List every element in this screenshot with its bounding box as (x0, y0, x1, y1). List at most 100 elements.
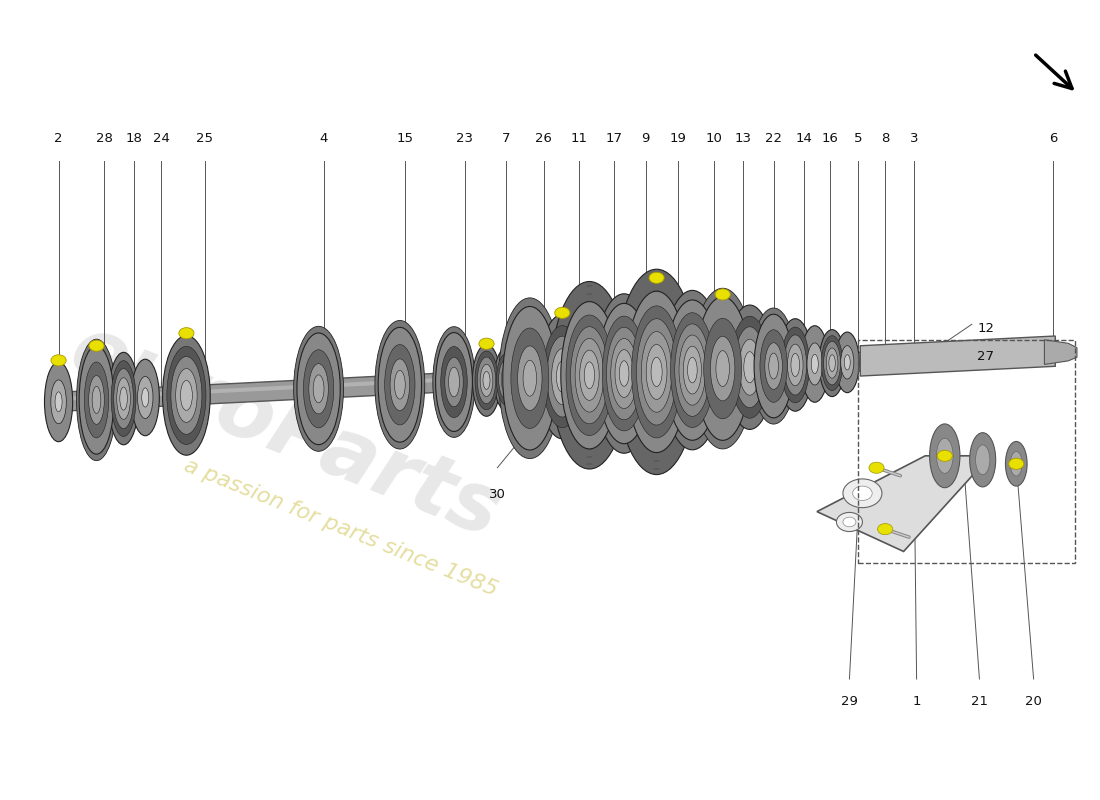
Ellipse shape (778, 318, 813, 411)
Ellipse shape (51, 380, 66, 424)
Text: euroParts: euroParts (59, 309, 513, 555)
Text: 24: 24 (153, 132, 169, 145)
Ellipse shape (704, 318, 741, 419)
Ellipse shape (688, 358, 697, 383)
Ellipse shape (616, 270, 697, 474)
Ellipse shape (575, 338, 604, 412)
Ellipse shape (726, 305, 773, 430)
Text: 19: 19 (670, 132, 686, 145)
Ellipse shape (113, 369, 133, 429)
Ellipse shape (304, 350, 333, 428)
Text: 3: 3 (910, 132, 918, 145)
Ellipse shape (55, 392, 62, 412)
Ellipse shape (120, 387, 128, 410)
Ellipse shape (594, 294, 654, 454)
Ellipse shape (395, 370, 405, 399)
Ellipse shape (542, 326, 582, 427)
Ellipse shape (109, 352, 139, 445)
Text: 12: 12 (977, 322, 994, 334)
Ellipse shape (503, 306, 557, 450)
Ellipse shape (829, 354, 835, 371)
Circle shape (852, 486, 872, 501)
Ellipse shape (561, 302, 618, 449)
Ellipse shape (444, 358, 463, 406)
Ellipse shape (170, 357, 202, 434)
Ellipse shape (835, 332, 859, 393)
Text: 18: 18 (126, 132, 143, 145)
Text: 10: 10 (705, 132, 723, 145)
Ellipse shape (603, 316, 646, 431)
Text: 4: 4 (320, 132, 328, 145)
Ellipse shape (788, 344, 803, 386)
Ellipse shape (692, 288, 754, 449)
Text: 5: 5 (854, 132, 862, 145)
Ellipse shape (970, 433, 996, 487)
Ellipse shape (176, 369, 197, 422)
Ellipse shape (547, 336, 578, 417)
Ellipse shape (571, 326, 608, 424)
Ellipse shape (580, 350, 600, 400)
Ellipse shape (781, 327, 810, 403)
Text: 2: 2 (54, 132, 63, 145)
Text: 9: 9 (641, 132, 650, 145)
Ellipse shape (551, 349, 573, 405)
Ellipse shape (711, 336, 735, 401)
Text: 16: 16 (822, 132, 838, 145)
Ellipse shape (378, 327, 421, 442)
Ellipse shape (751, 308, 796, 424)
Ellipse shape (631, 306, 682, 438)
Ellipse shape (449, 367, 460, 397)
Ellipse shape (111, 361, 136, 437)
Ellipse shape (744, 352, 756, 382)
Ellipse shape (801, 326, 829, 402)
Ellipse shape (641, 331, 672, 412)
Ellipse shape (441, 346, 468, 418)
Ellipse shape (314, 375, 324, 402)
Ellipse shape (475, 351, 498, 410)
Ellipse shape (309, 364, 328, 414)
Ellipse shape (432, 326, 475, 438)
Circle shape (554, 307, 570, 318)
Ellipse shape (637, 318, 676, 425)
Ellipse shape (77, 339, 117, 461)
Ellipse shape (472, 345, 500, 416)
Ellipse shape (662, 290, 723, 450)
Ellipse shape (142, 388, 148, 407)
Ellipse shape (840, 346, 854, 379)
Polygon shape (1044, 340, 1077, 365)
Bar (858, 340, 1075, 563)
Polygon shape (53, 342, 1055, 412)
Circle shape (51, 354, 66, 366)
Ellipse shape (79, 346, 113, 454)
Ellipse shape (385, 345, 415, 425)
Text: 27: 27 (977, 350, 994, 362)
Ellipse shape (930, 424, 960, 488)
Ellipse shape (666, 300, 719, 440)
Ellipse shape (539, 314, 586, 438)
Ellipse shape (483, 371, 490, 390)
Ellipse shape (739, 339, 760, 395)
Text: a passion for parts since 1985: a passion for parts since 1985 (180, 455, 499, 600)
Ellipse shape (566, 315, 613, 435)
Ellipse shape (436, 333, 472, 431)
Ellipse shape (180, 381, 192, 410)
Ellipse shape (824, 342, 840, 385)
Ellipse shape (502, 365, 513, 394)
Text: 7: 7 (502, 132, 510, 145)
Ellipse shape (760, 330, 788, 402)
Ellipse shape (518, 346, 542, 410)
Text: 25: 25 (196, 132, 213, 145)
Polygon shape (53, 347, 1055, 402)
Circle shape (843, 517, 856, 526)
Ellipse shape (716, 350, 729, 386)
Ellipse shape (784, 335, 806, 395)
Circle shape (937, 450, 953, 462)
Ellipse shape (811, 354, 818, 374)
Ellipse shape (1010, 451, 1022, 476)
Ellipse shape (606, 327, 641, 420)
Circle shape (179, 328, 194, 339)
Ellipse shape (375, 321, 425, 449)
Ellipse shape (764, 342, 782, 390)
Ellipse shape (936, 438, 953, 474)
Ellipse shape (477, 357, 496, 404)
